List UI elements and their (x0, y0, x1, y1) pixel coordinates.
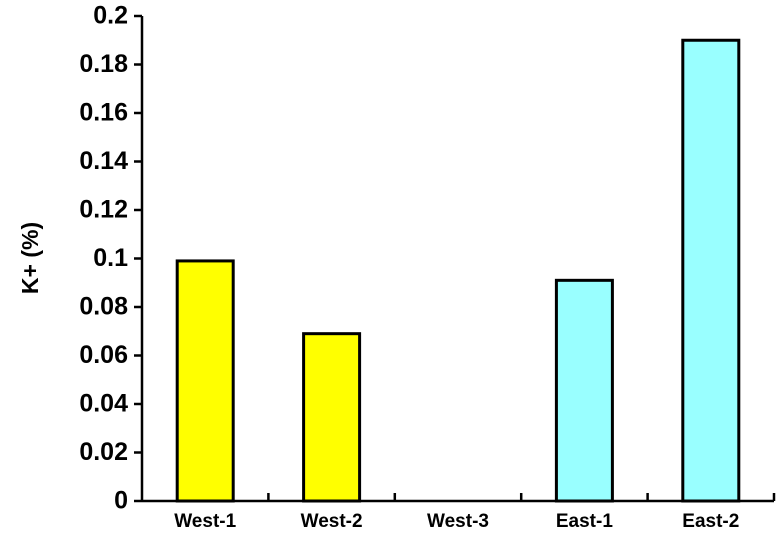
y-tick-label: 0.18 (79, 50, 128, 78)
y-tick-label: 0 (114, 487, 128, 515)
y-axis-label: K+ (%) (17, 222, 43, 294)
x-ticks-group: West-1 West-2 West-3 East-1 East-2 (174, 493, 776, 532)
x-tick-label: East-1 (556, 511, 613, 532)
bar-east-1 (554, 278, 614, 503)
axes-group (140, 16, 774, 503)
y-tick-label: 0.16 (79, 99, 128, 127)
y-tick-label: 0.08 (79, 293, 128, 321)
x-tick-label: East-2 (682, 511, 739, 532)
bars-group (175, 38, 741, 503)
bar-east-2 (681, 38, 741, 503)
y-tick-label: 0.12 (79, 196, 128, 224)
y-tick-label: 0.04 (79, 390, 128, 418)
x-tick-label: West-2 (301, 511, 363, 532)
y-tick-label: 0.1 (93, 244, 128, 272)
bar-west-1 (175, 259, 235, 503)
x-tick-label: West-3 (427, 511, 489, 532)
bar-west-2 (302, 332, 362, 503)
y-tick-label: 0.06 (79, 341, 128, 369)
y-tick-label: 0.14 (79, 147, 128, 175)
y-tick-label: 0.2 (93, 2, 128, 30)
y-tick-label: 0.02 (79, 438, 128, 466)
y-ticks-group: 0 0.02 0.04 0.06 0.08 0.1 0.12 0.14 0.16 0.18 0.2 (79, 2, 142, 515)
x-tick-label: West-1 (174, 511, 236, 532)
